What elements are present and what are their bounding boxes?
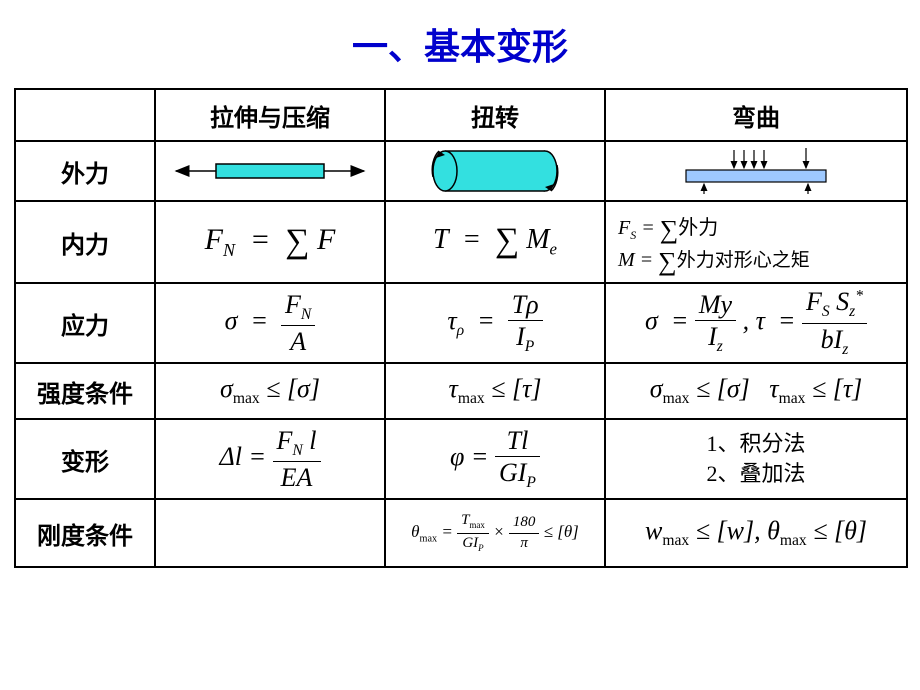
strength-tension: σmax ≤ [σ]	[155, 363, 385, 419]
deform-torsion: φ = TlGIP	[385, 419, 605, 499]
label-strength: 强度条件	[15, 363, 155, 419]
strength-bending: σmax ≤ [σ] τmax ≤ [τ]	[605, 363, 907, 419]
hdr-bending: 弯曲	[605, 89, 907, 141]
table-header-row: 拉伸与压缩 扭转 弯曲	[15, 89, 907, 141]
label-external-force: 外力	[15, 141, 155, 201]
row-external-force: 外力	[15, 141, 907, 201]
internal-torsion: T = ∑ Me	[385, 201, 605, 283]
label-internal-force: 内力	[15, 201, 155, 283]
row-deformation: 变形 Δl = FN lEA φ = TlGIP 1、积分法 2、叠加法	[15, 419, 907, 499]
stiff-tension	[155, 499, 385, 567]
stiff-bending: wmax ≤ [w], θmax ≤ [θ]	[605, 499, 907, 567]
stress-bending: σ = MyIz , τ = FS Sz*bIz	[605, 283, 907, 363]
bending-def-2: 2、叠加法	[608, 459, 904, 489]
torsion-diagram-icon	[415, 147, 575, 195]
deformation-table: 拉伸与压缩 扭转 弯曲 外力	[14, 88, 908, 568]
label-stiffness: 刚度条件	[15, 499, 155, 567]
stress-tension: σ = FNA	[155, 283, 385, 363]
bending-def-1: 1、积分法	[608, 429, 904, 459]
strength-torsion: τmax ≤ [τ]	[385, 363, 605, 419]
deform-bending: 1、积分法 2、叠加法	[605, 419, 907, 499]
fig-bending	[605, 141, 907, 201]
row-strength: 强度条件 σmax ≤ [σ] τmax ≤ [τ] σmax ≤ [σ] τm…	[15, 363, 907, 419]
row-stiffness: 刚度条件 θmax = TmaxGIP × 180π ≤ [θ] wmax ≤ …	[15, 499, 907, 567]
page-title: 一、基本变形	[14, 18, 906, 70]
row-stress: 应力 σ = FNA τρ = TρIP σ = MyIz , τ = FS S…	[15, 283, 907, 363]
row-internal-force: 内力 FN = ∑ F T = ∑ Me FS = ∑外力 M = ∑外力对形心…	[15, 201, 907, 283]
label-stress: 应力	[15, 283, 155, 363]
hdr-tension: 拉伸与压缩	[155, 89, 385, 141]
fig-torsion	[385, 141, 605, 201]
internal-bending: FS = ∑外力 M = ∑外力对形心之矩	[605, 201, 907, 283]
internal-tension: FN = ∑ F	[155, 201, 385, 283]
stress-torsion: τρ = TρIP	[385, 283, 605, 363]
fig-tension	[155, 141, 385, 201]
label-deformation: 变形	[15, 419, 155, 499]
stiff-torsion: θmax = TmaxGIP × 180π ≤ [θ]	[385, 499, 605, 567]
deform-tension: Δl = FN lEA	[155, 419, 385, 499]
bending-diagram-icon	[656, 146, 856, 196]
tension-diagram-icon	[170, 154, 370, 188]
fs-cn: 外力	[678, 217, 718, 239]
hdr-torsion: 扭转	[385, 89, 605, 141]
m-cn: 外力对形心之矩	[677, 250, 810, 271]
hdr-blank	[15, 89, 155, 141]
